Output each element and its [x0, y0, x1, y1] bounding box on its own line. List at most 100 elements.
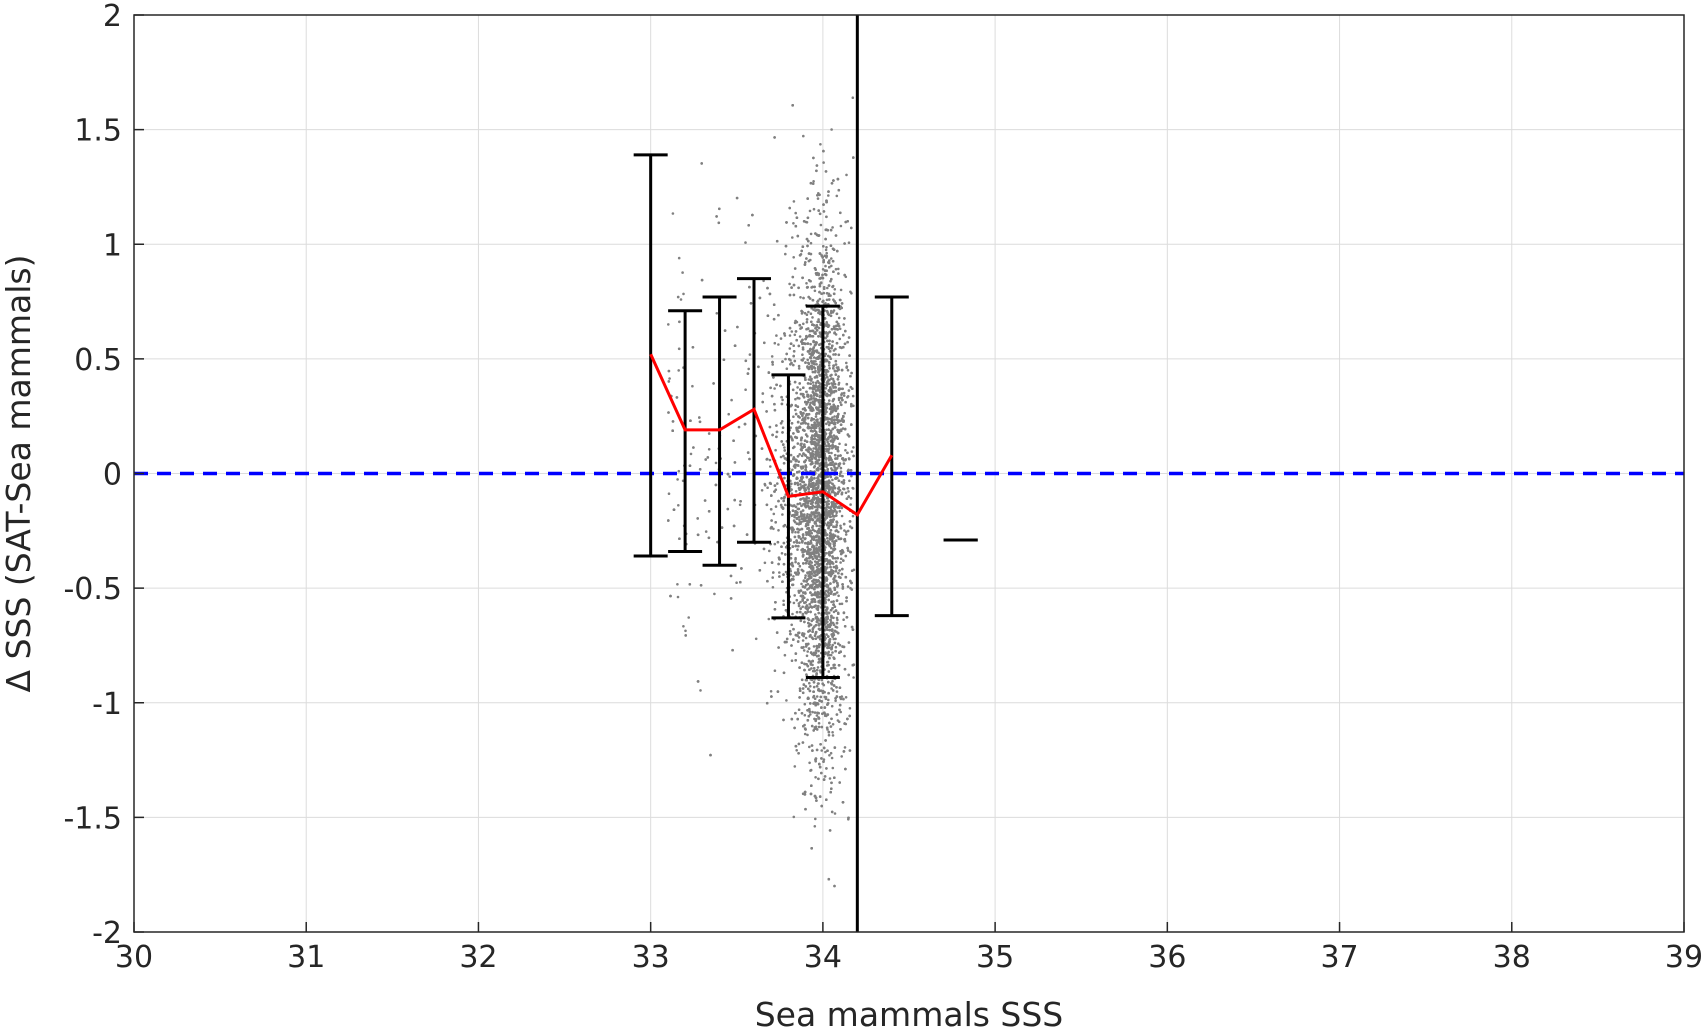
scatter-point [837, 420, 841, 423]
scatter-point [844, 554, 848, 558]
scatter-point [773, 136, 776, 139]
scatter-point [811, 526, 814, 529]
scatter-point [806, 327, 810, 330]
scatter-point [726, 507, 730, 511]
scatter-point [831, 607, 834, 610]
scatter-point [825, 200, 828, 204]
scatter-point [773, 669, 777, 672]
scatter-point [771, 363, 774, 366]
scatter-point [803, 702, 807, 706]
scatter-point [816, 608, 820, 611]
scatter-point [825, 508, 828, 512]
scatter-point [815, 714, 819, 717]
scatter-point [840, 514, 844, 518]
scatter-point [824, 170, 828, 173]
scatter-point [779, 384, 782, 388]
scatter-point [808, 635, 812, 638]
scatter-point [798, 502, 802, 505]
scatter-point [682, 292, 685, 296]
scatter-point [808, 761, 811, 765]
scatter-point [833, 534, 837, 537]
scatter-point [835, 621, 839, 625]
scatter-point [795, 749, 798, 752]
scatter-point [772, 571, 775, 574]
scatter-point [793, 481, 797, 485]
scatter-point [851, 486, 854, 490]
scatter-point [774, 488, 778, 492]
scatter-point [805, 475, 809, 479]
scatter-point [797, 544, 800, 548]
scatter-point [668, 377, 671, 380]
scatter-point [829, 653, 833, 657]
scatter-point [851, 387, 854, 391]
scatter-point [809, 232, 813, 236]
scatter-point [761, 392, 765, 395]
scatter-point [836, 249, 839, 253]
scatter-point [806, 342, 810, 345]
scatter-point [850, 402, 853, 406]
scatter-point [833, 574, 837, 578]
scatter-point [815, 169, 818, 173]
scatter-point [810, 476, 813, 479]
scatter-point [813, 825, 817, 828]
scatter-point [798, 535, 801, 539]
scatter-point [829, 357, 833, 361]
scatter-point [846, 220, 849, 223]
scatter-point [795, 598, 799, 602]
scatter-point [802, 296, 805, 300]
scatter-point [846, 368, 850, 372]
scatter-point [828, 638, 832, 641]
scatter-point [827, 691, 830, 695]
scatter-point [785, 367, 789, 371]
scatter-point [812, 685, 816, 689]
scatter-point [814, 817, 817, 821]
scatter-point [803, 713, 807, 717]
scatter-point [838, 474, 842, 477]
scatter-point [667, 492, 671, 496]
scatter-point [830, 600, 833, 604]
scatter-point [733, 498, 736, 502]
scatter-point [828, 339, 831, 343]
scatter-point [766, 486, 769, 490]
scatter-point [827, 698, 830, 702]
scatter-point [827, 598, 830, 602]
scatter-point [812, 695, 815, 699]
scatter-point [835, 194, 839, 198]
scatter-point [830, 781, 833, 785]
scatter-point [827, 294, 831, 298]
scatter-point [825, 246, 828, 249]
scatter-point [817, 273, 820, 277]
scatter-point [808, 565, 811, 569]
scatter-point [820, 678, 824, 682]
scatter-point [842, 697, 845, 701]
scatter-point [788, 629, 792, 633]
scatter-point [782, 718, 785, 722]
scatter-point [809, 662, 813, 665]
scatter-point [792, 255, 795, 259]
scatter-point [820, 749, 823, 752]
scatter-point [794, 459, 798, 463]
scatter-point [715, 312, 719, 315]
scatter-point [843, 529, 846, 532]
scatter-point [806, 650, 809, 653]
scatter-point [830, 572, 834, 576]
scatter-point [850, 226, 853, 230]
scatter-point [797, 364, 801, 368]
scatter-point [841, 587, 845, 590]
scatter-point [778, 571, 781, 574]
scatter-point [794, 530, 797, 534]
scatter-point [800, 582, 803, 586]
scatter-point [775, 334, 778, 337]
scatter-point [805, 448, 808, 452]
scatter-point [821, 712, 824, 715]
scatter-point [811, 557, 815, 561]
scatter-point [839, 211, 842, 215]
scatter-point [828, 515, 831, 518]
scatter-point [817, 326, 821, 330]
scatter-point [813, 289, 817, 293]
scatter-point [834, 570, 838, 573]
scatter-point [826, 437, 830, 441]
scatter-point [814, 649, 818, 652]
scatter-point [826, 623, 830, 627]
scatter-point [814, 332, 817, 336]
